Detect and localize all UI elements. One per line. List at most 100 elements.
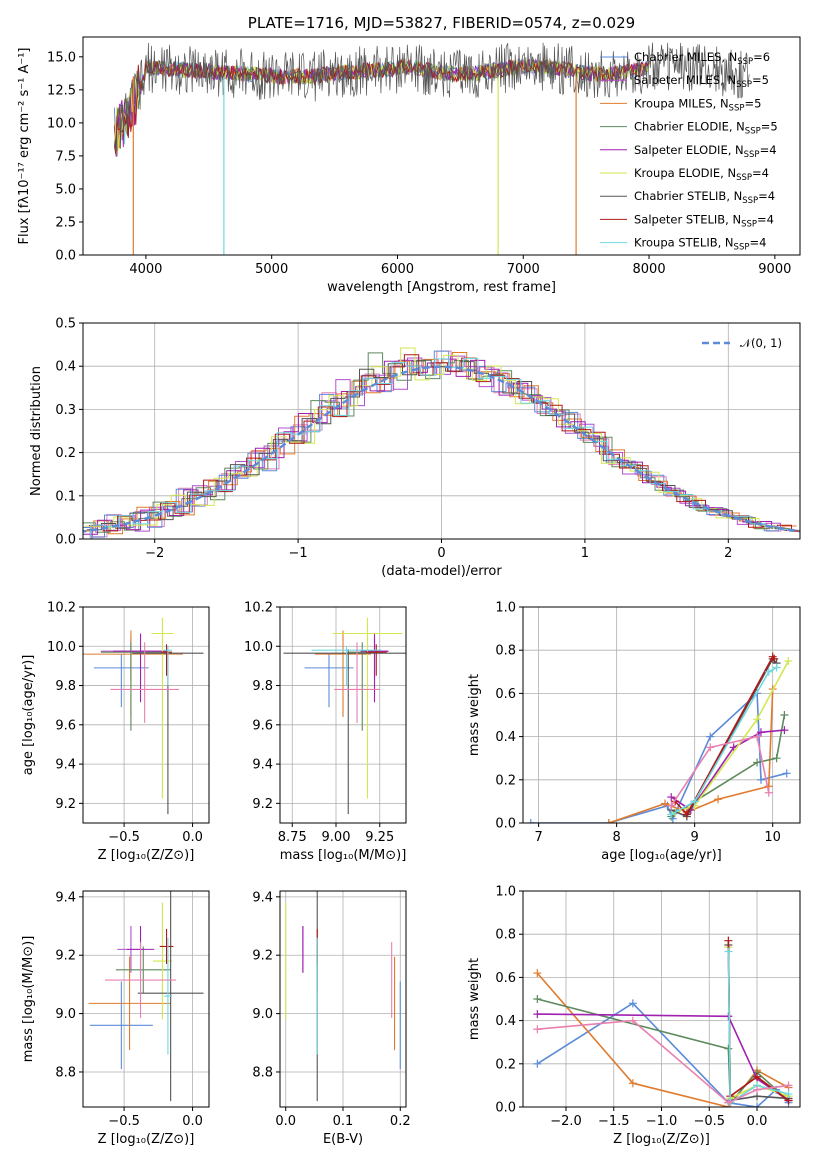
data-point-marker	[782, 769, 791, 778]
legend-subscript: SSP	[742, 196, 758, 206]
y-tick-label: 0.6	[495, 971, 516, 986]
x-tick-label: −0.5	[108, 1114, 140, 1129]
plot-area	[526, 652, 793, 823]
series-line	[530, 691, 787, 823]
series-line	[536, 972, 789, 1107]
y-tick-label: 0.3	[55, 403, 76, 418]
data-point-marker	[667, 801, 676, 810]
plot-area	[113, 42, 750, 255]
y-tick-label: 9.8	[252, 679, 273, 694]
y-tick-label: 0.4	[55, 360, 76, 375]
x-axis-label: (data-model)/error	[381, 564, 502, 579]
y-tick-label: 9.4	[252, 758, 273, 773]
y-tick-label: 0.0	[495, 1101, 516, 1116]
y-tick-label: 0.0	[55, 533, 76, 548]
x-tick-label: 0.2	[390, 1114, 411, 1129]
legend-entry: Kroupa STELIB, NSSP=4	[634, 236, 766, 253]
legend-subscript: SSP	[734, 243, 750, 253]
legend: 𝒩(0, 1)	[702, 336, 782, 350]
x-tick-label: 2	[724, 546, 732, 561]
x-axis-label: E(B-V)	[323, 1132, 363, 1147]
legend-suffix: =5	[744, 96, 761, 110]
axes-frame	[522, 606, 801, 824]
data-point-marker	[772, 663, 781, 672]
y-tick-label: 2.5	[55, 215, 76, 230]
legend-suffix: =4	[752, 166, 769, 180]
data-point-marker	[604, 819, 613, 823]
histogram-step	[85, 347, 800, 532]
y-tick-label: 9.4	[252, 890, 273, 905]
data-point-marker	[724, 1098, 733, 1107]
legend-suffix: =6	[753, 50, 770, 64]
x-tick-label: 0	[437, 546, 445, 561]
data-point-marker	[780, 726, 789, 735]
x-tick-label: 9.00	[322, 830, 351, 845]
plot-area	[533, 936, 793, 1107]
y-tick-label: 0.2	[495, 1057, 516, 1072]
panel-mass-vs-Z: −0.5 0.0 8.8 9.0 9.2 9.4 Z [log₁₀(Z/Z⊙)] mass […	[21, 890, 210, 1147]
data-point-marker	[764, 667, 773, 676]
series-line	[674, 655, 775, 816]
plot-area	[283, 617, 406, 815]
plot-area	[285, 891, 401, 1102]
data-point-marker	[780, 711, 789, 719]
legend-suffix: =4	[749, 236, 766, 250]
x-tick-label: −1.0	[646, 1114, 678, 1129]
x-tick-label: −1.5	[598, 1114, 630, 1129]
legend-label: Chabrier ELODIE, N	[634, 120, 745, 134]
y-tick-label: 10.2	[244, 601, 273, 616]
data-point-marker	[753, 1103, 762, 1107]
y-tick-label: 9.2	[55, 797, 76, 812]
y-tick-label: 7.5	[55, 149, 76, 164]
legend-entry: Chabrier STELIB, NSSP=4	[634, 189, 775, 206]
y-tick-label: 0.8	[495, 928, 516, 943]
legend-subscript: SSP	[741, 219, 757, 229]
legend-label: Salpeter MILES, N	[634, 73, 736, 87]
x-axis-label: Z [log₁₀(Z/Z⊙)]	[98, 1132, 195, 1147]
data-point-marker	[753, 758, 762, 767]
y-tick-label: 9.4	[55, 758, 76, 773]
y-tick-label: 9.6	[252, 718, 273, 733]
data-point-marker	[724, 1044, 733, 1053]
data-point-marker	[533, 995, 542, 1003]
data-point-marker	[706, 743, 715, 752]
x-tick-label: −0.5	[108, 830, 140, 845]
series-line	[670, 714, 786, 818]
x-tick-label: 7000	[507, 262, 540, 277]
data-point-marker	[764, 788, 773, 797]
y-tick-label: 0.2	[55, 446, 76, 461]
x-tick-label: 7	[534, 830, 542, 845]
x-tick-label: 10	[764, 830, 781, 845]
legend-entry: Salpeter STELIB, NSSP=4	[634, 212, 774, 229]
y-tick-label: 10.2	[47, 601, 76, 616]
axes-frame	[82, 606, 210, 824]
x-tick-label: 0.0	[182, 1114, 203, 1129]
series-line	[727, 951, 789, 1105]
legend-entry: Chabrier ELODIE, NSSP=5	[634, 120, 778, 137]
data-point-marker	[756, 728, 765, 737]
data-point-marker	[784, 1081, 793, 1090]
y-axis-label: mass weight	[467, 958, 482, 1040]
y-tick-label: 9.2	[55, 949, 76, 964]
y-tick-label: 0.0	[495, 817, 516, 832]
x-tick-label: 9000	[758, 262, 791, 277]
y-tick-label: 9.4	[55, 890, 76, 905]
panel-mass-vs-ebv: 0.0 0.1 0.2 8.8 9.0 9.2 9.4 E(B-V)	[252, 890, 411, 1147]
y-tick-label: 0.4	[495, 1014, 516, 1029]
x-tick-label: 0.0	[275, 1114, 296, 1129]
y-tick-label: 9.8	[55, 679, 76, 694]
axes-frame	[279, 890, 407, 1108]
y-tick-label: 0.2	[495, 773, 516, 788]
y-tick-label: 9.0	[252, 1007, 273, 1022]
y-tick-label: 5.0	[55, 182, 76, 197]
chart-title: PLATE=1716, MJD=53827, FIBERID=0574, z=0…	[248, 14, 635, 32]
series-line	[608, 689, 774, 823]
x-tick-label: 0.0	[747, 1114, 768, 1129]
data-point-marker	[753, 1072, 762, 1081]
legend-label: Chabrier STELIB, N	[634, 189, 742, 203]
data-point-marker	[753, 732, 762, 741]
series-line	[670, 666, 777, 816]
x-tick-label: 4000	[129, 262, 162, 277]
data-point-marker	[667, 793, 676, 802]
x-tick-label: 9	[691, 830, 699, 845]
